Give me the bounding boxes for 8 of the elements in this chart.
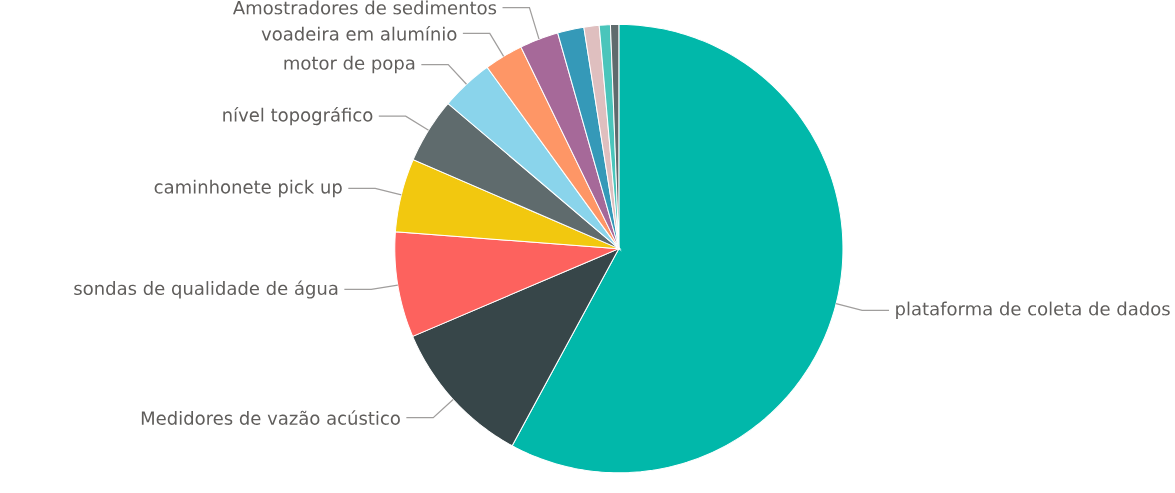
slice-label: Medidores de vazão acústico [141,410,400,426]
slice-label: plataforma de coleta de dados [896,301,1170,320]
slice-label: nível topográfico [223,107,373,126]
slice-label: sondas de qualidade de água [74,280,338,299]
slice-label: caminhonete pick up [154,179,342,198]
slice-label: Amostradores de sedimentos [232,0,497,15]
slice-label: voadeira em alumínio [261,26,457,41]
slice-label: motor de popa [284,55,415,74]
